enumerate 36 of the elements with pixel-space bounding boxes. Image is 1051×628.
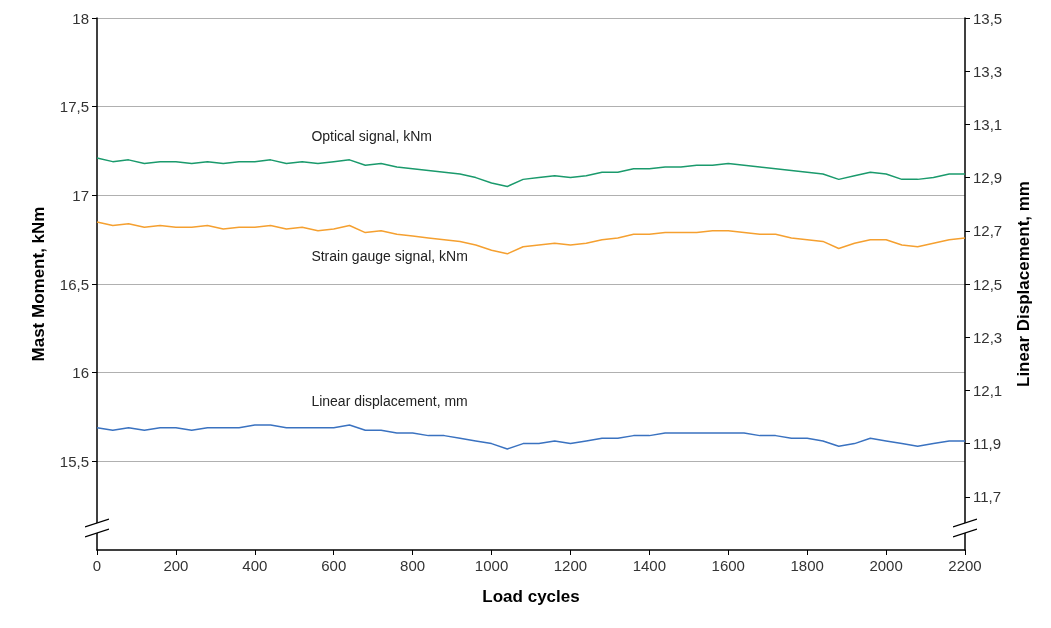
y2-tick-label: 11,9 — [973, 435, 1002, 453]
x-tick-label: 400 — [242, 557, 268, 574]
y2-tick-label: 12,5 — [973, 275, 1003, 293]
x-tick-label: 200 — [163, 557, 189, 574]
x-tick-label: 2000 — [869, 557, 903, 574]
x-tick-label: 800 — [400, 557, 426, 574]
x-tick-label: 2200 — [948, 557, 982, 574]
y-tick-label: 15,5 — [59, 452, 89, 470]
y-tick-label: 16,5 — [59, 275, 89, 293]
x-tick-label: 1200 — [553, 557, 588, 574]
series-label: Optical signal, kNm — [311, 128, 432, 145]
y2-tick-label: 13,5 — [973, 9, 1003, 27]
y-tick-label: 16 — [72, 364, 89, 382]
y2-tick-label: 13,1 — [973, 115, 1003, 133]
x-tick-label: 1800 — [790, 557, 824, 574]
y-axis-title: Mast Moment, kNm — [29, 206, 48, 362]
x-tick-label: 1600 — [711, 557, 745, 574]
y2-tick-label: 12,3 — [973, 328, 1003, 346]
series-label: Strain gauge signal, kNm — [311, 248, 468, 265]
y-tick-label: 17 — [72, 186, 89, 204]
y2-tick-label: 12,1 — [973, 381, 1003, 399]
x-tick-label: 1000 — [474, 557, 509, 574]
y2-axis-title: Linear Displacement, mm — [1014, 181, 1033, 387]
y-tick-label: 18 — [72, 9, 89, 27]
y2-tick-label: 12,9 — [973, 169, 1003, 187]
y2-tick-label: 12,7 — [973, 222, 1003, 240]
x-tick-label: 1400 — [632, 557, 667, 574]
x-axis-title: Load cycles — [482, 587, 580, 606]
y2-tick-label: 13,3 — [973, 62, 1003, 80]
series-label: Linear displacement, mm — [311, 392, 468, 409]
y2-tick-label: 11,7 — [973, 488, 1002, 506]
line-series — [96, 424, 966, 450]
y-tick-label: 17,5 — [59, 98, 89, 116]
line-series — [96, 157, 966, 188]
x-tick-label: 0 — [92, 557, 102, 574]
x-tick-label: 600 — [321, 557, 347, 574]
